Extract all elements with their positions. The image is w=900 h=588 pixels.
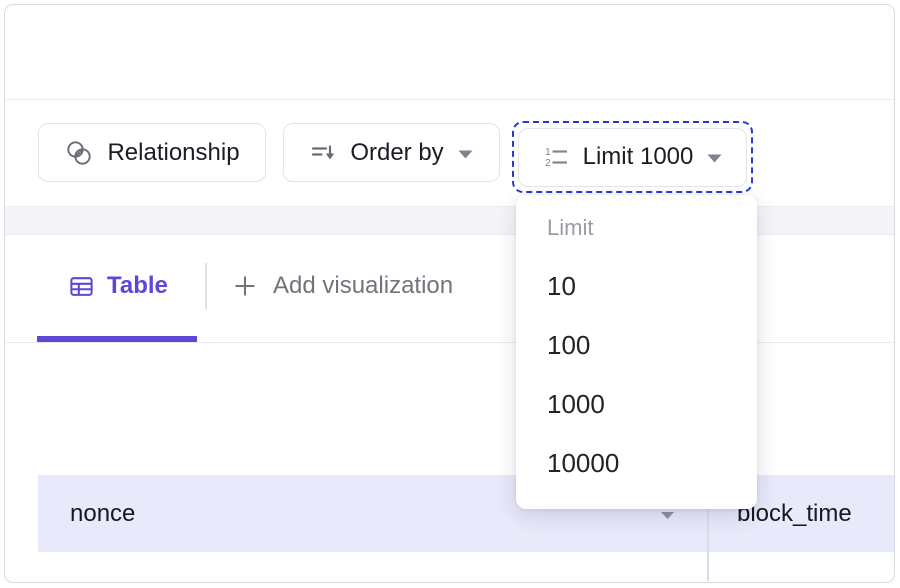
limit-dropdown-menu: Limit 10 100 1000 10000	[516, 195, 757, 509]
relationship-label: Relationship	[107, 138, 240, 166]
section-separator-strip	[5, 206, 894, 235]
limit-button-focus-ring: 1 2 Limit 1000	[512, 121, 753, 193]
sort-descending-icon	[309, 139, 337, 167]
numbered-list-icon: 1 2	[542, 143, 570, 171]
limit-option-1000[interactable]: 1000	[547, 389, 605, 419]
column-sort-caret-icon[interactable]	[660, 511, 675, 520]
limit-button[interactable]: 1 2 Limit 1000	[518, 127, 747, 187]
query-results-panel: Relationship Order by 1 2	[4, 4, 895, 583]
table-icon	[68, 273, 95, 300]
svg-text:1: 1	[545, 146, 551, 158]
limit-option-10[interactable]: 10	[547, 271, 576, 301]
plus-icon	[232, 273, 258, 299]
limit-dropdown-header: Limit	[547, 215, 594, 240]
relationship-icon	[64, 138, 94, 168]
tabbar-divider	[5, 342, 894, 343]
limit-option-10000[interactable]: 10000	[547, 448, 620, 478]
limit-option-100[interactable]: 100	[547, 330, 591, 360]
relationship-button[interactable]: Relationship	[38, 123, 266, 182]
chevron-down-icon	[706, 153, 723, 164]
tab-add-visualization[interactable]: Add visualization	[232, 262, 453, 310]
svg-text:2: 2	[545, 157, 551, 169]
chevron-down-icon	[457, 149, 474, 160]
active-tab-underline	[37, 336, 197, 342]
tab-separator	[205, 263, 207, 310]
order-by-button[interactable]: Order by	[283, 123, 500, 182]
order-by-label: Order by	[350, 138, 444, 166]
column-header-block-time[interactable]: block_time	[737, 499, 852, 527]
tab-table-label: Table	[107, 272, 168, 299]
column-header-nonce[interactable]: nonce	[70, 499, 136, 527]
column-divider	[707, 475, 709, 581]
top-divider	[5, 99, 894, 100]
tab-table[interactable]: Table	[68, 262, 168, 310]
limit-label: Limit 1000	[582, 143, 694, 170]
tab-add-visualization-label: Add visualization	[273, 272, 454, 299]
